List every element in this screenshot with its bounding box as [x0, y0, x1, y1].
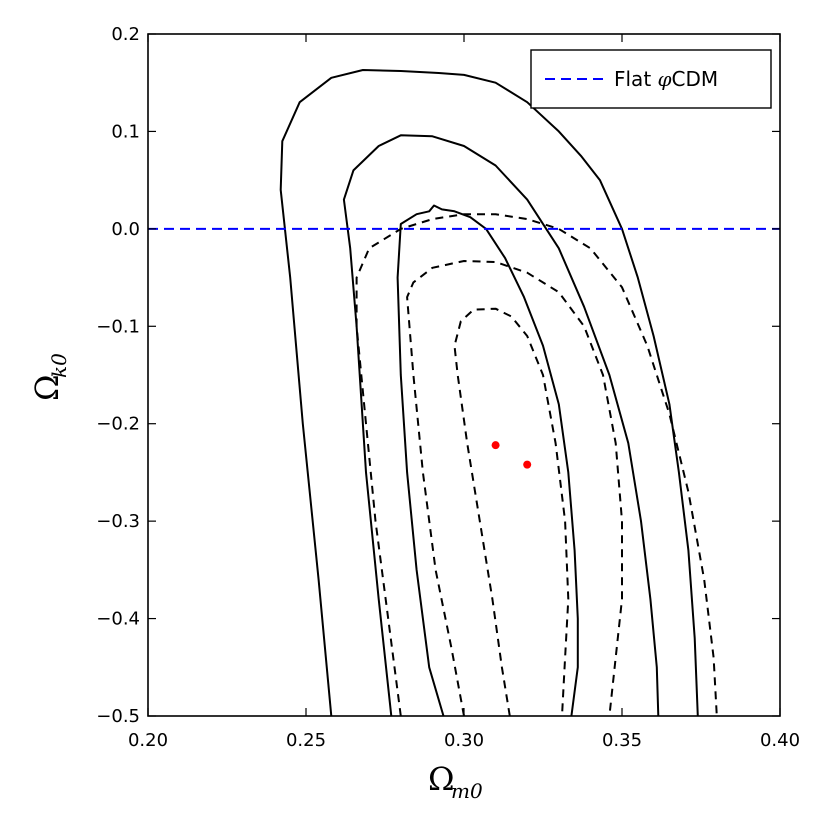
x-axis-label-base: Ω — [428, 760, 455, 798]
legend: Flat φCDM — [530, 49, 772, 109]
solid-outer-contour — [279, 69, 699, 716]
dashed-inner-contour — [453, 307, 570, 716]
solid-inner-contour — [396, 204, 579, 716]
y-axis-label-base: Ω — [28, 374, 66, 401]
y-tick-label: −0.5 — [96, 706, 140, 727]
y-tick-label: 0.1 — [111, 121, 140, 142]
best-fit-point-1 — [491, 441, 500, 450]
x-tick-label: 0.30 — [444, 730, 484, 751]
best-fit-points-layer — [491, 441, 532, 469]
x-axis-label-sub: m0 — [451, 779, 483, 803]
y-tick-label: −0.4 — [96, 609, 140, 630]
y-tick-label: 0.0 — [111, 219, 140, 240]
y-tick-label: −0.1 — [96, 316, 140, 337]
solid-middle-contour — [342, 134, 660, 716]
y-axis-label-sub: k0 — [47, 353, 71, 378]
y-axis-label: Ω k0 — [28, 353, 71, 401]
y-tick-label: −0.2 — [96, 414, 140, 435]
contour-layer — [279, 69, 718, 716]
legend-label-prefix: Flat — [614, 67, 658, 91]
x-tick-label: 0.20 — [128, 730, 168, 751]
legend-label-suffix: CDM — [672, 67, 719, 91]
x-tick-label: 0.40 — [760, 730, 800, 751]
x-tick-label: 0.25 — [286, 730, 326, 751]
x-tick-label: 0.35 — [602, 730, 642, 751]
legend-label-symbol: φ — [658, 67, 672, 91]
x-axis-label: Ω m0 — [428, 760, 483, 803]
y-tick-label: 0.2 — [111, 24, 140, 45]
dashed-outer-contour — [355, 213, 718, 716]
best-fit-point-2 — [523, 460, 532, 469]
ticks-layer: 0.20 0.25 0.30 0.35 0.40 −0.5 −0.4 −0.3 −0.2 −0.1… — [96, 24, 800, 751]
y-tick-label: −0.3 — [96, 511, 140, 532]
legend-entry-label: Flat φCDM — [614, 67, 718, 91]
